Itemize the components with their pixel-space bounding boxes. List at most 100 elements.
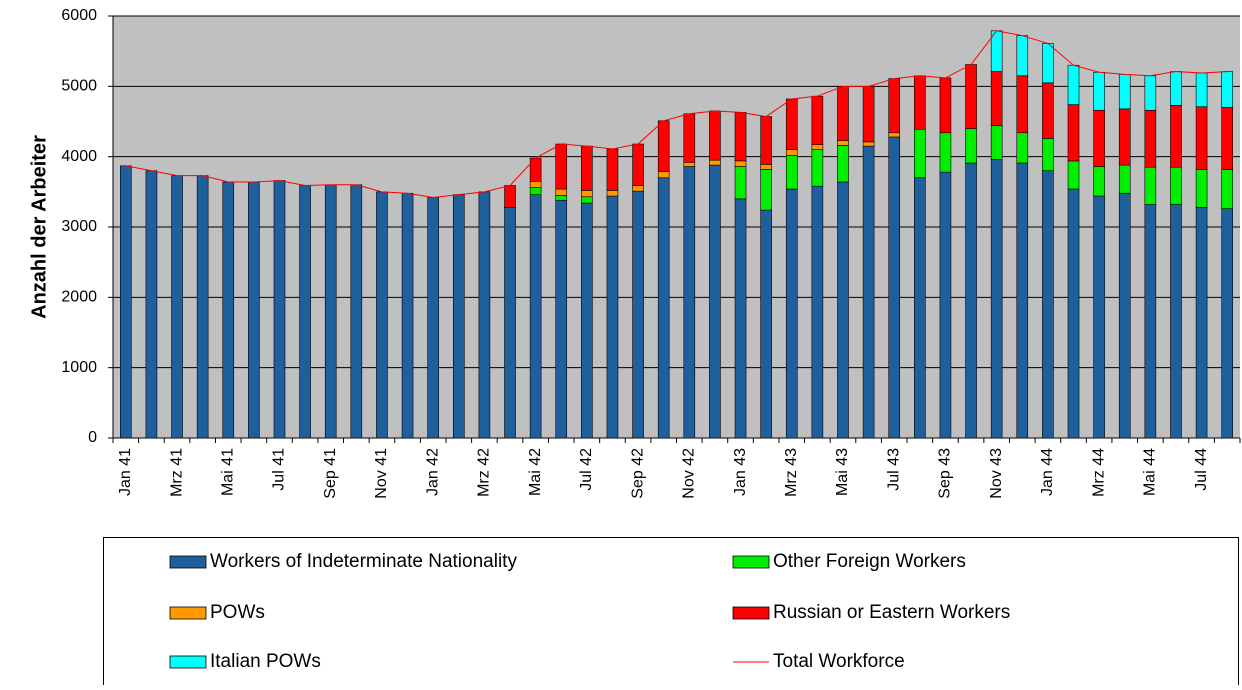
- bar-segment: [1144, 109, 1157, 168]
- bar-segment: [427, 197, 439, 439]
- x-tick-label: Sep 42: [629, 448, 646, 499]
- bar-segment: [1221, 107, 1233, 170]
- bar-segment: [606, 148, 619, 191]
- bar-segment: [683, 113, 696, 163]
- x-tick-label: Jul 41: [271, 448, 288, 491]
- bar-segment: [504, 185, 516, 208]
- bar-segment: [1195, 106, 1208, 170]
- bar-segment: [914, 177, 926, 439]
- bar-segment: [1042, 82, 1054, 139]
- bar-segment: [1042, 43, 1054, 84]
- bar-segment: [760, 209, 772, 439]
- bar-segment: [581, 202, 593, 439]
- x-tick-label: Jan 43: [732, 448, 749, 496]
- y-tick-label: 4000: [61, 148, 97, 165]
- bar-segment: [1067, 160, 1080, 190]
- bar-segment: [837, 140, 849, 146]
- x-tick-label: Jan 41: [117, 448, 134, 496]
- x-tick-label: Nov 41: [373, 448, 390, 499]
- bar-segment: [632, 143, 644, 186]
- bar-segment: [1170, 71, 1182, 106]
- bar-segment: [401, 192, 414, 439]
- bar-segment: [171, 175, 183, 439]
- bar-segment: [1093, 71, 1105, 111]
- bar-segment: [683, 166, 696, 439]
- bar-segment: [555, 188, 568, 196]
- bar-segment: [1016, 132, 1029, 164]
- bar-segment: [939, 171, 952, 439]
- bar-segment: [1221, 208, 1233, 439]
- bar-segment: [888, 132, 901, 138]
- bar-segment: [811, 95, 824, 146]
- bar-segment: [529, 194, 542, 439]
- bar-segment: [914, 128, 926, 179]
- bar-segment: [1067, 64, 1080, 105]
- bar-segment: [1093, 195, 1105, 439]
- bar-segment: [478, 191, 491, 439]
- x-tick-label: Jul 43: [885, 448, 902, 491]
- bar-segment: [709, 164, 721, 439]
- bar-segment: [785, 98, 798, 150]
- total-line: [125, 30, 1228, 198]
- bar-segment: [606, 190, 619, 197]
- bar-segment: [760, 116, 772, 165]
- bar-segment: [1042, 170, 1054, 439]
- bar-segment: [1118, 164, 1131, 194]
- bar-segment: [1195, 72, 1208, 108]
- x-tick-label: Jan 42: [424, 448, 441, 496]
- legend-swatch: [732, 606, 770, 620]
- bar-segment: [683, 161, 696, 167]
- bar-segment: [529, 180, 542, 188]
- bar-segment: [1144, 166, 1157, 205]
- legend-label: Workers of Indeterminate Nationality: [210, 551, 517, 572]
- bar-segment: [350, 184, 363, 439]
- bar-segment: [811, 149, 824, 187]
- bar-segment: [1067, 104, 1080, 162]
- bar-segment: [452, 194, 465, 439]
- bar-segment: [555, 195, 568, 201]
- bar-segment: [734, 198, 747, 439]
- bar-segment: [990, 159, 1003, 439]
- bar-segment: [990, 125, 1003, 160]
- bar-segment: [120, 165, 132, 439]
- bar-segment: [1144, 75, 1157, 111]
- x-tick-label: Nov 42: [681, 448, 698, 499]
- bar-segment: [1118, 74, 1131, 110]
- legend-label: POWs: [210, 602, 265, 623]
- bar-segment: [504, 207, 516, 439]
- bar-segment: [657, 177, 670, 439]
- x-tick-label: Sep 43: [937, 448, 954, 499]
- x-tick-label: Mrz 41: [168, 448, 185, 497]
- legend-label: Italian POWs: [210, 651, 321, 672]
- x-tick-label: Mrz 42: [476, 448, 493, 497]
- legend-swatch: [169, 606, 207, 620]
- bar-segment: [785, 188, 798, 439]
- bar-segment: [1042, 138, 1054, 172]
- bar-segment: [376, 191, 388, 439]
- bar-segment: [811, 144, 824, 150]
- bar-segment: [1118, 192, 1131, 439]
- bar-segment: [965, 128, 977, 164]
- bar-segment: [1195, 207, 1208, 439]
- bar-segment: [529, 187, 542, 195]
- x-tick-label: Mrz 44: [1090, 448, 1107, 497]
- bar-segment: [760, 169, 772, 211]
- x-tick-label: Jul 44: [1193, 448, 1210, 491]
- bar-segment: [760, 164, 772, 170]
- bar-segment: [734, 112, 747, 162]
- y-tick-label: 5000: [61, 78, 97, 95]
- y-tick-label: 1000: [61, 359, 97, 376]
- x-tick-label: Mrz 43: [783, 448, 800, 497]
- x-tick-label: Mai 42: [527, 448, 544, 496]
- bar-segment: [581, 196, 593, 204]
- bar-segment: [965, 162, 977, 439]
- bar-segment: [581, 190, 593, 198]
- bar-segment: [1016, 35, 1029, 77]
- bar-segment: [273, 180, 286, 439]
- legend-swatch: [169, 655, 207, 669]
- bar-segment: [299, 185, 311, 439]
- bar-segment: [1221, 71, 1233, 108]
- bar-segment: [837, 145, 849, 183]
- bar-segment: [785, 154, 798, 190]
